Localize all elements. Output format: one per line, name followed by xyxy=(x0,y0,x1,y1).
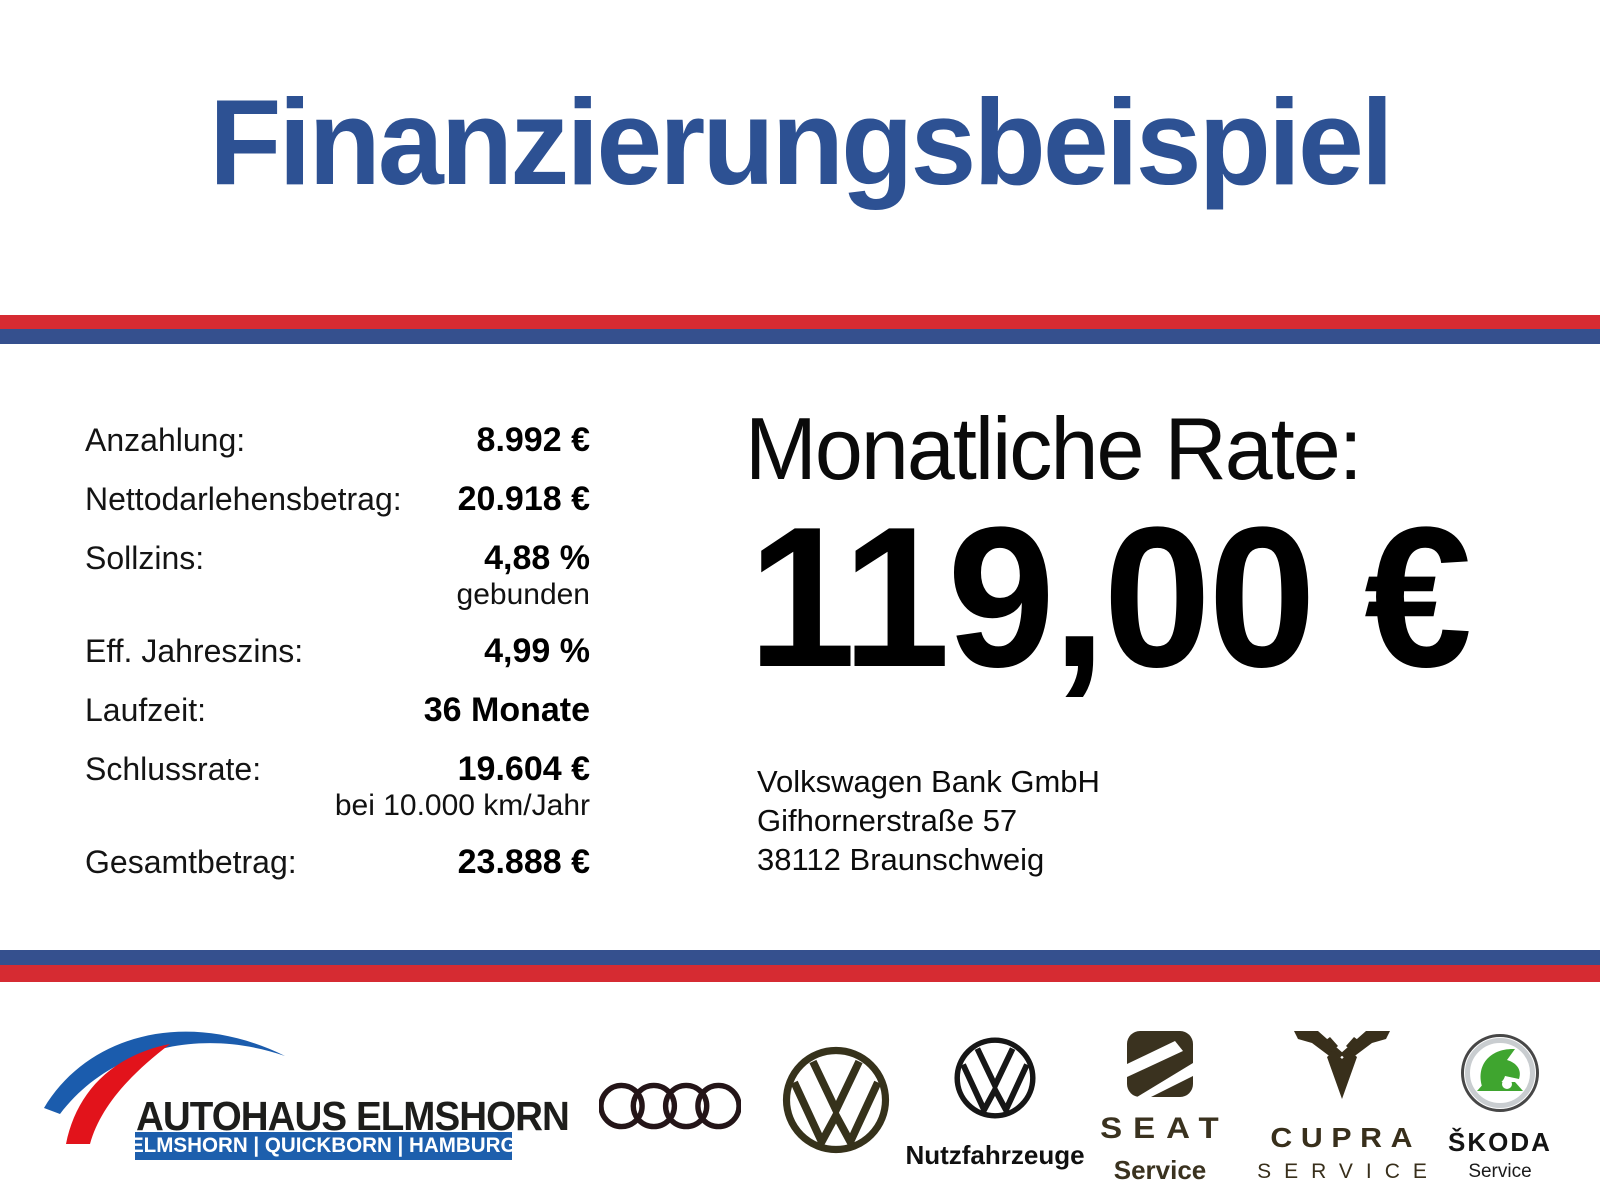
bank-address: Volkswagen Bank GmbH Gifhornerstraße 57 … xyxy=(757,762,1100,879)
dealer-swoosh-icon xyxy=(44,1031,285,1144)
row-value: 4,99 % xyxy=(484,632,590,670)
row-value: 20.918 € xyxy=(457,480,590,518)
seat-wordmark: SEAT xyxy=(1100,1112,1230,1145)
row-value: 4,88 % xyxy=(484,539,590,577)
cupra-logo: CUPRA SERVICE xyxy=(1248,1030,1436,1184)
vw-nutzfahrzeuge-logo: Nutzfahrzeuge xyxy=(905,1036,1085,1171)
seat-s-icon xyxy=(1127,1031,1193,1097)
row-value: 23.888 € xyxy=(457,843,590,881)
seat-service-caption: Service xyxy=(1113,1155,1207,1185)
row-label: Eff. Jahreszins: xyxy=(85,633,304,669)
row-label: Anzahlung: xyxy=(85,422,246,458)
table-row: Gesamtbetrag: 23.888 € xyxy=(85,842,590,882)
seat-logo: SEAT Service xyxy=(1090,1031,1230,1186)
monthly-rate-label: Monatliche Rate: xyxy=(745,399,1363,498)
blue-band xyxy=(0,329,1600,344)
bank-city: 38112 Braunschweig xyxy=(757,842,1045,877)
bottom-divider-stripe xyxy=(0,950,1600,982)
row-label: Schlussrate: xyxy=(85,751,262,787)
red-band xyxy=(0,965,1600,982)
nutzfahrzeuge-caption: Nutzfahrzeuge xyxy=(905,1140,1085,1170)
red-band xyxy=(0,315,1600,329)
cupra-service-caption: SERVICE xyxy=(1257,1160,1440,1183)
audi-rings-icon xyxy=(599,1082,741,1130)
dealer-logo: AUTOHAUS ELMSHORN ELMSHORN | QUICKBORN |… xyxy=(38,1012,570,1192)
bank-name: Volkswagen Bank GmbH xyxy=(757,764,1100,799)
monthly-rate-value: 119,00 € xyxy=(748,486,1472,709)
page-title: Finanzierungsbeispiel xyxy=(209,74,1394,210)
skoda-badge-icon xyxy=(1461,1034,1539,1112)
table-row: Sollzins: 4,88 % gebunden xyxy=(85,538,590,612)
blue-band xyxy=(0,950,1600,965)
finance-table: Anzahlung: 8.992 € Nettodarlehensbetrag:… xyxy=(85,420,590,901)
skoda-service-caption: Service xyxy=(1468,1161,1532,1182)
row-label: Sollzins: xyxy=(85,540,205,576)
row-value: 19.604 € xyxy=(457,750,590,788)
dealer-locations-bar: ELMSHORN | QUICKBORN | HAMBURG xyxy=(130,1132,517,1160)
vw-logo-icon xyxy=(782,1046,890,1154)
cupra-wordmark: CUPRA xyxy=(1270,1122,1422,1153)
skoda-wordmark: ŠKODA xyxy=(1448,1127,1552,1157)
row-value: 36 Monate xyxy=(423,691,590,729)
table-row: Anzahlung: 8.992 € xyxy=(85,420,590,460)
top-divider-stripe xyxy=(0,315,1600,344)
cupra-trident-icon xyxy=(1294,1031,1390,1099)
row-note: bei 10.000 km/Jahr xyxy=(334,789,590,822)
bank-street: Gifhornerstraße 57 xyxy=(757,803,1018,838)
row-label: Nettodarlehensbetrag: xyxy=(85,481,402,517)
table-row: Schlussrate: 19.604 € bei 10.000 km/Jahr xyxy=(85,749,590,823)
row-label: Laufzeit: xyxy=(85,692,206,728)
row-value: 8.992 € xyxy=(476,421,590,459)
row-label: Gesamtbetrag: xyxy=(85,844,297,880)
dealer-name: AUTOHAUS ELMSHORN xyxy=(136,1093,570,1139)
table-row: Nettodarlehensbetrag: 20.918 € xyxy=(85,479,590,519)
table-row: Eff. Jahreszins: 4,99 % xyxy=(85,631,590,671)
row-note: gebunden xyxy=(456,578,590,611)
table-row: Laufzeit: 36 Monate xyxy=(85,690,590,730)
dealer-locations: ELMSHORN | QUICKBORN | HAMBURG xyxy=(130,1134,517,1157)
vw-nutzfahrzeuge-icon xyxy=(954,1037,1036,1119)
skoda-logo: ŠKODA Service xyxy=(1440,1033,1560,1183)
